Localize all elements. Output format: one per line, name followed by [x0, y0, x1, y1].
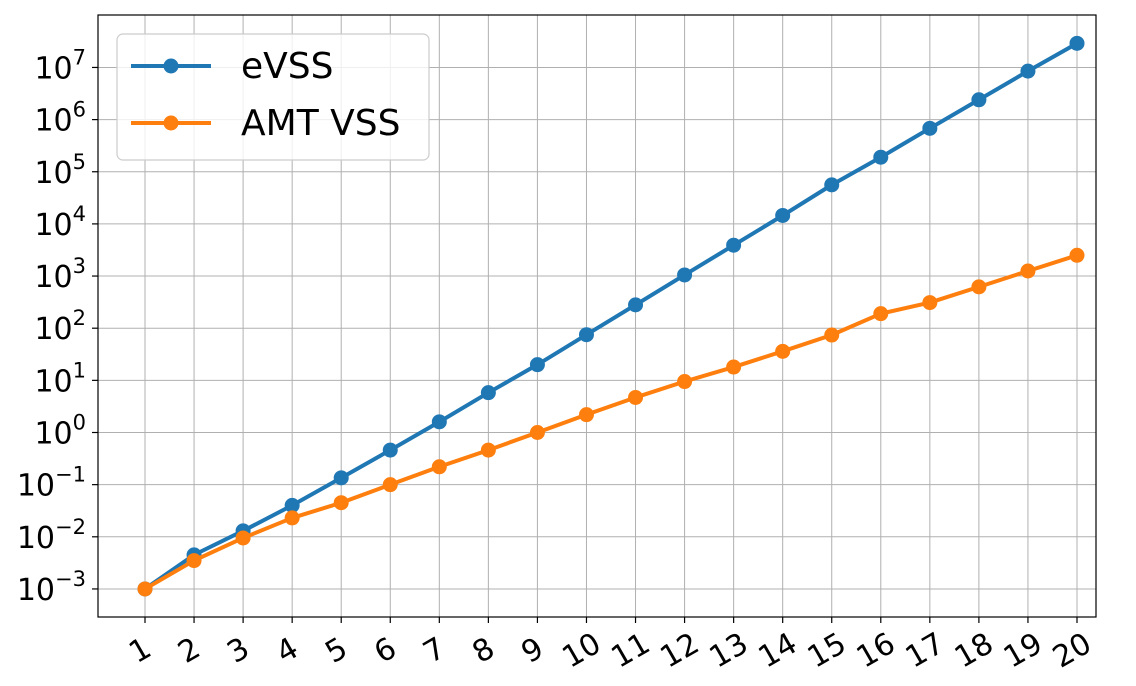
y-tick-label: 104	[34, 202, 86, 243]
series-point-evss	[284, 497, 300, 513]
x-tick-label: 16	[851, 626, 902, 675]
series-point-evss	[971, 92, 987, 108]
series-point-evss	[529, 357, 545, 373]
y-tick-label: 10−1	[17, 463, 86, 504]
x-tick-label: 2	[172, 631, 206, 671]
series-point-evss	[726, 237, 742, 253]
series-point-evss	[431, 414, 447, 430]
series-point-amt-vss	[1020, 263, 1036, 279]
legend-marker-evss	[163, 58, 179, 74]
x-tick-label: 7	[418, 631, 452, 671]
series-point-amt-vss	[628, 389, 644, 405]
series-point-evss	[1020, 63, 1036, 79]
x-tick-label: 17	[900, 626, 951, 675]
x-tick-label: 4	[270, 631, 304, 671]
series-point-evss	[775, 207, 791, 223]
series-point-evss	[824, 177, 840, 193]
y-tick-label: 107	[34, 45, 86, 86]
y-tick-label: 103	[34, 254, 86, 295]
series-point-evss	[1069, 35, 1085, 51]
series-point-amt-vss	[480, 442, 496, 458]
x-tick-label: 11	[605, 626, 656, 675]
series-point-amt-vss	[186, 553, 202, 569]
legend-label-amt-vss: AMT VSS	[241, 103, 400, 144]
y-tick-label: 100	[34, 411, 86, 452]
series-point-amt-vss	[922, 295, 938, 311]
x-tick-label: 3	[221, 631, 255, 671]
series-point-amt-vss	[775, 343, 791, 359]
series-point-evss	[677, 267, 693, 283]
legend: eVSS AMT VSS	[116, 33, 430, 161]
y-tick-label: 105	[34, 150, 86, 191]
series-point-evss	[922, 120, 938, 136]
x-tick-label: 8	[467, 631, 501, 671]
x-tick-label: 6	[368, 631, 402, 671]
y-tick-label: 10−2	[17, 515, 86, 556]
series-point-evss	[333, 470, 349, 486]
legend-marker-amt-vss	[163, 115, 179, 131]
y-tick-label: 10−3	[17, 567, 86, 608]
y-axis: 10−3 10−2 10−1 100 101 102 103 104 105 106 107	[17, 45, 98, 608]
x-tick-label: 1	[123, 631, 157, 671]
plot-area	[97, 14, 1097, 618]
series-point-amt-vss	[824, 327, 840, 343]
series-point-amt-vss	[1069, 247, 1085, 263]
series-line-evss	[143, 41, 1079, 591]
series-point-amt-vss	[726, 359, 742, 375]
series-point-evss	[382, 442, 398, 458]
series-point-amt-vss	[235, 530, 251, 546]
series-point-amt-vss	[382, 477, 398, 493]
x-tick-label: 9	[516, 631, 550, 671]
x-tick-label: 14	[753, 626, 804, 675]
legend-label-evss: eVSS	[241, 46, 333, 87]
series-point-amt-vss	[529, 425, 545, 440]
series-point-evss	[873, 149, 889, 165]
series-point-amt-vss	[971, 279, 987, 295]
x-tick-label: 18	[949, 626, 1000, 675]
x-tick-label: 5	[319, 631, 353, 671]
series-point-amt-vss	[677, 374, 693, 390]
x-tick-label: 19	[998, 626, 1049, 675]
series-point-amt-vss	[431, 459, 447, 475]
x-tick-label: 12	[655, 626, 706, 675]
x-tick-label: 20	[1047, 626, 1098, 675]
series-point-amt-vss	[873, 306, 889, 322]
x-tick-label: 13	[704, 626, 755, 675]
series	[137, 35, 1085, 597]
y-tick-label: 101	[34, 358, 86, 399]
series-point-evss	[480, 385, 496, 401]
series-point-amt-vss	[137, 581, 153, 597]
series-point-amt-vss	[578, 407, 594, 423]
series-point-amt-vss	[333, 495, 349, 511]
series-point-evss	[578, 327, 594, 343]
series-line-amt-vss	[143, 253, 1079, 591]
x-tick-label: 10	[556, 626, 607, 675]
series-point-evss	[628, 297, 644, 313]
series-point-amt-vss	[284, 510, 300, 526]
y-tick-label: 106	[34, 98, 86, 139]
x-tick-label: 15	[802, 626, 853, 675]
y-tick-label: 102	[34, 306, 86, 347]
